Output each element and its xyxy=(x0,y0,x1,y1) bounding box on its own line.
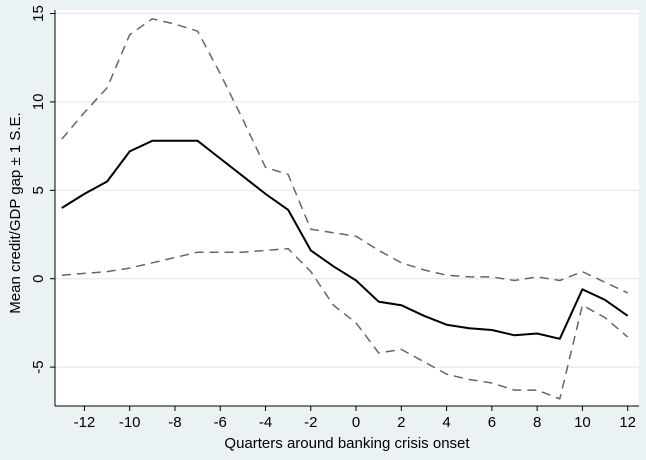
series-line-lower xyxy=(61,247,629,400)
y-tick-label: -5 xyxy=(30,360,47,373)
x-tick-label: -10 xyxy=(119,414,141,431)
plot-background xyxy=(55,10,639,406)
x-tick-label: 2 xyxy=(397,414,405,431)
x-tick-label: -2 xyxy=(304,414,317,431)
x-tick-label: 12 xyxy=(619,414,636,431)
gridlines xyxy=(55,13,639,368)
x-tick-label: 8 xyxy=(533,414,541,431)
x-tick-label: -8 xyxy=(168,414,181,431)
series-line-upper xyxy=(61,18,629,294)
x-tick-label: 0 xyxy=(352,414,360,431)
x-tick-label: 6 xyxy=(488,414,496,431)
y-tick-label: 5 xyxy=(30,186,47,194)
x-tick-label: 10 xyxy=(574,414,591,431)
axes: -5 0 5 10 15 -12 -10 -8 -6 -4 -2 0 2 4 6 8 10 12 xyxy=(30,5,639,431)
x-tick-label: 4 xyxy=(442,414,450,431)
y-tick-label: 15 xyxy=(30,5,47,22)
series-lines xyxy=(61,18,629,400)
series-line-mean xyxy=(61,139,629,340)
x-tick-label: -4 xyxy=(259,414,272,431)
x-axis-title: Quarters around banking crisis onset xyxy=(224,435,470,452)
x-tick-label: -12 xyxy=(74,414,96,431)
x-tick-label: -6 xyxy=(214,414,227,431)
y-axis-title: Mean credit/GDP gap ± 1 S.E. xyxy=(7,112,24,313)
y-tick-label: 10 xyxy=(30,94,47,111)
y-tick-label: 0 xyxy=(30,275,47,283)
